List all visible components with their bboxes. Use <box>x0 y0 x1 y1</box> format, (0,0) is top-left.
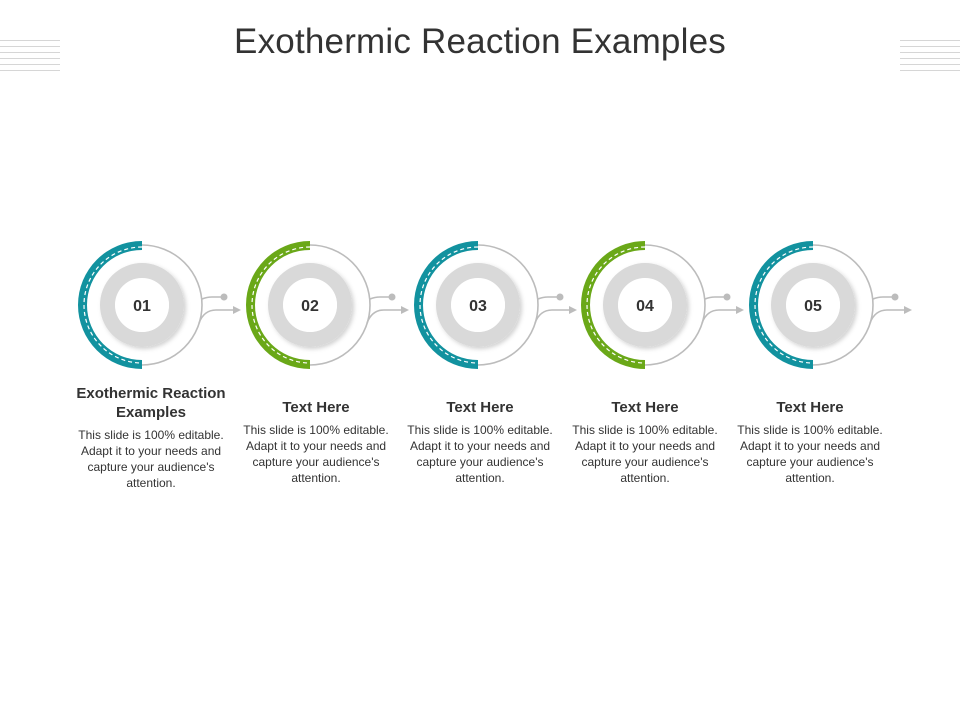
outer-arc-3 <box>477 244 539 366</box>
outer-arc-4 <box>644 244 706 366</box>
step-number-2: 02 <box>301 298 319 315</box>
step-text-1: Exothermic Reaction Examples This slide … <box>71 384 231 491</box>
connector-line-bottom-1 <box>198 309 234 324</box>
connector-line-bottom-5 <box>869 309 905 324</box>
step-node-5: 05 <box>749 241 912 369</box>
decorative-lines-left <box>0 40 60 76</box>
grey-ring-5 <box>771 263 855 347</box>
step-text-5: Text Here This slide is 100% editable. A… <box>730 398 890 486</box>
connector-line-top-5 <box>872 296 893 300</box>
connector-dot-2 <box>388 293 396 301</box>
connector-line-top-2 <box>369 296 390 300</box>
dashed-inner-arc-1 <box>83 246 143 364</box>
connector-dot-3 <box>556 293 564 301</box>
step-node-2: 02 <box>246 241 409 369</box>
connector-arrow-icon-5 <box>904 306 912 314</box>
step-heading-3: Text Here <box>446 399 514 416</box>
step-text-4: Text Here This slide is 100% editable. A… <box>565 398 725 486</box>
connector-line-top-3 <box>537 296 558 300</box>
page-title: Exothermic Reaction Examples <box>234 22 726 61</box>
connector-line-top-1 <box>201 296 222 300</box>
grey-ring-4 <box>603 263 687 347</box>
step-number-4: 04 <box>636 298 654 315</box>
connector-line-bottom-3 <box>534 309 570 324</box>
center-circle-4 <box>618 278 672 332</box>
center-circle-5 <box>786 278 840 332</box>
step-node-4: 04 <box>581 241 744 369</box>
step-body-3: This slide is 100% editable. Adapt it to… <box>407 423 553 485</box>
step-heading-4: Text Here <box>611 399 679 416</box>
step-text-3: Text Here This slide is 100% editable. A… <box>400 398 560 486</box>
outer-arc-2 <box>309 244 371 366</box>
decorative-lines-right <box>900 40 960 76</box>
connector-dot-4 <box>723 293 731 301</box>
connector-arrow-icon-2 <box>401 306 409 314</box>
outer-arc-5 <box>812 244 874 366</box>
step-node-3: 03 <box>414 241 577 369</box>
step-heading-5: Text Here <box>776 399 844 416</box>
dashed-inner-arc-2 <box>251 246 311 364</box>
connector-line-bottom-4 <box>701 309 737 324</box>
dashed-inner-arc-4 <box>586 246 646 364</box>
step-node-1: 01 <box>78 241 241 369</box>
connector-arrow-icon-1 <box>233 306 241 314</box>
connector-arrow-icon-3 <box>569 306 577 314</box>
step-body-2: This slide is 100% editable. Adapt it to… <box>243 423 389 485</box>
step-number-5: 05 <box>804 298 822 315</box>
connector-dot-5 <box>891 293 899 301</box>
connector-arrow-icon-4 <box>736 306 744 314</box>
connector-line-top-4 <box>704 296 725 300</box>
step-number-3: 03 <box>469 298 487 315</box>
dashed-inner-arc-3 <box>419 246 479 364</box>
grey-ring-1 <box>100 263 184 347</box>
center-circle-3 <box>451 278 505 332</box>
grey-ring-3 <box>436 263 520 347</box>
center-circle-2 <box>283 278 337 332</box>
step-body-1: This slide is 100% editable. Adapt it to… <box>78 428 224 490</box>
step-text-2: Text Here This slide is 100% editable. A… <box>236 398 396 486</box>
grey-ring-2 <box>268 263 352 347</box>
step-body-4: This slide is 100% editable. Adapt it to… <box>572 423 718 485</box>
dashed-inner-arc-5 <box>754 246 814 364</box>
connector-dot-1 <box>220 293 228 301</box>
step-body-5: This slide is 100% editable. Adapt it to… <box>737 423 883 485</box>
center-circle-1 <box>115 278 169 332</box>
step-heading-2: Text Here <box>282 399 350 416</box>
outer-arc-1 <box>141 244 203 366</box>
connector-line-bottom-2 <box>366 309 402 324</box>
step-number-1: 01 <box>133 298 151 315</box>
step-heading-1: Exothermic Reaction Examples <box>76 385 226 421</box>
